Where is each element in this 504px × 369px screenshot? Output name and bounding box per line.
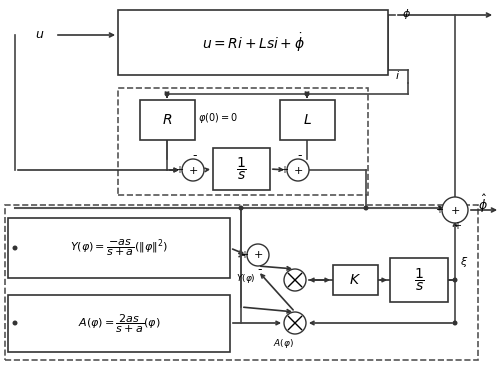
Circle shape — [284, 312, 306, 334]
Text: $\phi$: $\phi$ — [402, 7, 411, 21]
Circle shape — [453, 277, 458, 283]
Text: $u = Ri + Lsi + \dot{\phi}$: $u = Ri + Lsi + \dot{\phi}$ — [202, 31, 304, 54]
Circle shape — [304, 92, 309, 97]
Circle shape — [164, 92, 169, 97]
Circle shape — [238, 206, 243, 210]
Text: $L$: $L$ — [303, 113, 312, 127]
Text: +: + — [240, 250, 248, 260]
Text: $i$: $i$ — [395, 69, 400, 81]
Circle shape — [182, 159, 204, 181]
Text: $\varphi(0)=0$: $\varphi(0)=0$ — [198, 111, 238, 125]
Text: $A(\varphi) = \dfrac{2as}{s+a}(\varphi)$: $A(\varphi) = \dfrac{2as}{s+a}(\varphi)$ — [78, 312, 160, 335]
Text: -: - — [258, 263, 262, 276]
Text: $\dfrac{1}{s}$: $\dfrac{1}{s}$ — [236, 156, 247, 182]
Circle shape — [284, 269, 306, 291]
Text: +: + — [280, 165, 288, 175]
Bar — [280, 100, 335, 140]
Text: $u$: $u$ — [35, 28, 45, 41]
Bar — [333, 265, 378, 295]
Bar — [8, 218, 230, 278]
Circle shape — [13, 321, 18, 325]
Text: $+$: $+$ — [450, 204, 460, 215]
Bar — [140, 100, 195, 140]
Circle shape — [363, 206, 368, 210]
Text: -: - — [298, 149, 302, 162]
Text: $K$: $K$ — [349, 273, 361, 287]
Bar — [5, 205, 478, 360]
Bar — [118, 88, 368, 195]
Circle shape — [13, 245, 18, 251]
Bar — [118, 10, 388, 75]
Text: $+$: $+$ — [188, 165, 198, 176]
Text: $\xi$: $\xi$ — [460, 255, 468, 269]
Text: $+$: $+$ — [253, 249, 263, 261]
Bar — [213, 148, 270, 190]
Text: +: + — [175, 165, 183, 175]
Bar — [8, 295, 230, 352]
Text: +: + — [453, 221, 461, 231]
Text: +: + — [435, 205, 443, 215]
Circle shape — [453, 321, 458, 325]
Text: $+$: $+$ — [293, 165, 303, 176]
Text: $\hat{\phi}$: $\hat{\phi}$ — [478, 193, 488, 215]
Text: $R$: $R$ — [162, 113, 173, 127]
Circle shape — [287, 159, 309, 181]
Text: $\dfrac{1}{s}$: $\dfrac{1}{s}$ — [414, 267, 424, 293]
Text: $Y(\varphi)$: $Y(\varphi)$ — [236, 272, 256, 285]
Text: $A(\varphi)$: $A(\varphi)$ — [273, 337, 293, 350]
Text: $Y(\varphi) = \dfrac{-as}{s+a}(\|\varphi\|^2)$: $Y(\varphi) = \dfrac{-as}{s+a}(\|\varphi… — [70, 238, 168, 259]
Circle shape — [247, 244, 269, 266]
Text: -: - — [193, 149, 197, 162]
Bar — [390, 258, 448, 302]
Circle shape — [442, 197, 468, 223]
